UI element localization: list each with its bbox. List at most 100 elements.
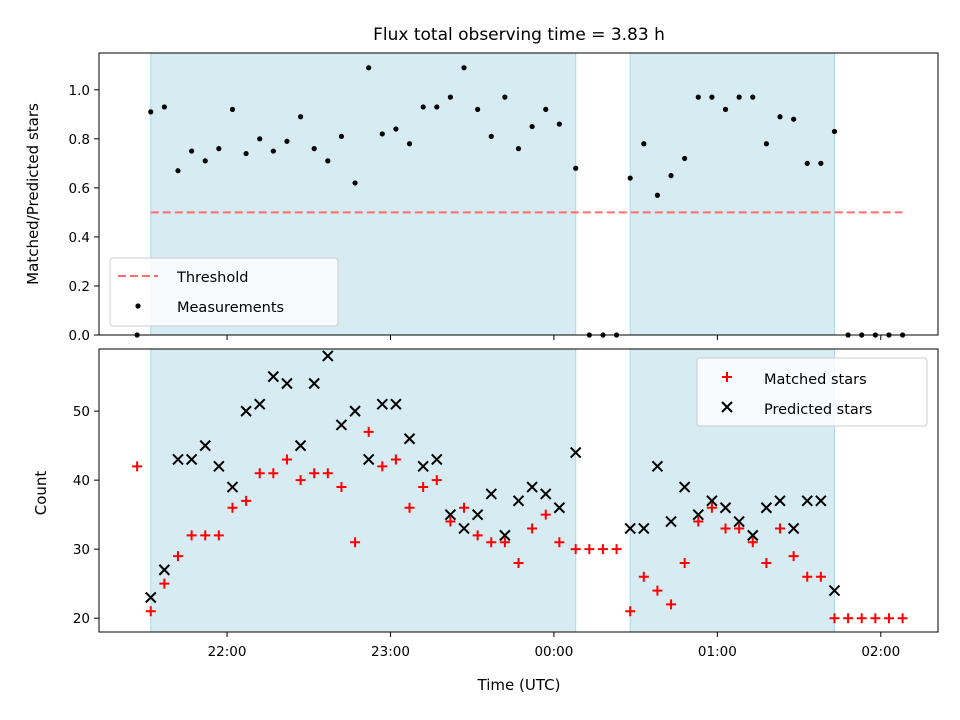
- bottom-legend-box: [696, 357, 928, 427]
- predicted-stars-point: [624, 522, 636, 535]
- predicted-stars-point: [145, 591, 157, 604]
- measurements-point: [556, 121, 562, 127]
- predicted-stars-point: [692, 508, 704, 521]
- predicted-stars-point: [638, 522, 650, 535]
- matched-stars-point: [499, 537, 510, 548]
- measurements-point: [502, 94, 508, 100]
- measurements-point: [845, 332, 851, 338]
- predicted-stars-point: [553, 502, 566, 514]
- top-shaded-interval-2: [629, 52, 835, 336]
- matched-stars-point: [213, 530, 224, 541]
- measurements-point: [434, 104, 440, 110]
- top-panel-ratio: 0.0 0.2 0.4 0.6 0.8 1.0 Matched/Predicted sta…: [24, 52, 939, 344]
- matched-stars-point: [363, 426, 374, 437]
- predicted-stars-point: [240, 405, 252, 417]
- matched-stars-point: [554, 537, 565, 548]
- matched-stars-point: [459, 502, 470, 513]
- measurements-point: [134, 332, 140, 338]
- measurements-point: [543, 106, 549, 112]
- matched-stars-point: [445, 516, 456, 527]
- measurements-point: [722, 106, 729, 112]
- matched-stars-point: [390, 454, 401, 465]
- matched-stars-point: [513, 557, 524, 568]
- predicted-stars-point: [362, 453, 375, 466]
- matched-stars-point: [802, 571, 813, 582]
- matched-stars-point: [350, 537, 361, 548]
- matched-stars-point: [418, 482, 429, 493]
- matched-stars-point: [883, 613, 894, 624]
- matched-stars-point: [268, 468, 279, 479]
- matched-stars-point: [540, 509, 551, 520]
- bottom-y-ticks: 20 30 40 50: [73, 404, 99, 627]
- measurements-point: [529, 123, 535, 130]
- predicted-stars-point: [308, 377, 320, 390]
- bottom-x-tick-label: 22:00: [208, 644, 247, 660]
- predicted-stars-point: [787, 522, 800, 535]
- legend-measurements-label: Measurements: [177, 300, 284, 316]
- chart-title: Flux total observing time = 3.83 h: [373, 25, 665, 45]
- predicted-stars-point: [322, 350, 334, 362]
- top-legend-box: [109, 257, 339, 327]
- predicted-stars-point: [444, 508, 457, 521]
- measurements-point: [161, 104, 167, 110]
- measurements-point: [175, 168, 181, 174]
- predicted-stars-point: [458, 522, 470, 535]
- predicted-stars-point: [417, 460, 429, 473]
- predicted-stars-point: [199, 439, 211, 452]
- matched-stars-point: [829, 613, 840, 624]
- matched-stars-point: [843, 613, 854, 624]
- bottom-x-tick-label: 01:00: [698, 644, 737, 660]
- measurements-point: [393, 126, 399, 132]
- measurements-point: [709, 94, 715, 100]
- matched-stars-point: [570, 544, 581, 555]
- matched-stars-point: [132, 461, 143, 472]
- predicted-stars-point: [719, 502, 732, 514]
- top-y-axis-label: Matched/Predicted stars: [24, 103, 42, 285]
- predicted-stars-point: [294, 439, 307, 452]
- matched-stars-point: [734, 523, 745, 534]
- measurements-point: [573, 165, 579, 171]
- measurements-point: [243, 150, 249, 157]
- matched-stars-point: [706, 502, 717, 513]
- predicted-stars-point: [431, 453, 443, 466]
- measurements-point: [804, 160, 810, 166]
- predicted-stars-point: [390, 398, 402, 410]
- predicted-stars-point: [213, 460, 225, 473]
- predicted-stars-point: [706, 495, 718, 507]
- top-y-tick-label: 1.0: [69, 83, 90, 99]
- predicted-stars-point: [254, 398, 266, 410]
- predicted-stars-point: [349, 405, 361, 417]
- predicted-stars-point: [774, 495, 786, 507]
- predicted-stars-point: [172, 453, 184, 466]
- predicted-stars-point: [815, 495, 827, 507]
- predicted-stars-point: [651, 460, 664, 473]
- legend-matched-swatch: [722, 372, 732, 382]
- predicted-stars-point: [499, 529, 511, 542]
- predicted-stars-point: [665, 515, 677, 528]
- legend-threshold-label: Threshold: [176, 270, 248, 286]
- matched-stars-point: [747, 537, 758, 548]
- legend-predicted-label: Predicted stars: [764, 402, 872, 418]
- top-y-tick-label: 0.6: [69, 181, 90, 197]
- predicted-stars-point: [733, 515, 745, 528]
- measurements-point: [257, 136, 263, 142]
- measurements-point: [613, 332, 620, 338]
- measurements-point: [284, 138, 290, 144]
- matched-stars-point: [652, 585, 663, 596]
- measurements-point: [736, 94, 742, 100]
- predicted-stars-point: [403, 433, 416, 445]
- matched-stars-point: [322, 468, 333, 479]
- top-x-ticks: [226, 335, 882, 340]
- measurements-point: [297, 114, 304, 120]
- measurements-point: [763, 141, 769, 147]
- matched-stars-point: [145, 606, 156, 617]
- matched-stars-point: [856, 613, 867, 624]
- matched-stars-point: [486, 537, 497, 548]
- legend-predicted-swatch: [721, 401, 733, 413]
- matched-stars-point: [281, 454, 292, 465]
- predicted-stars-point: [267, 370, 280, 383]
- measurements-point: [777, 114, 783, 120]
- measurements-point: [270, 148, 276, 154]
- matched-stars-point: [227, 502, 238, 513]
